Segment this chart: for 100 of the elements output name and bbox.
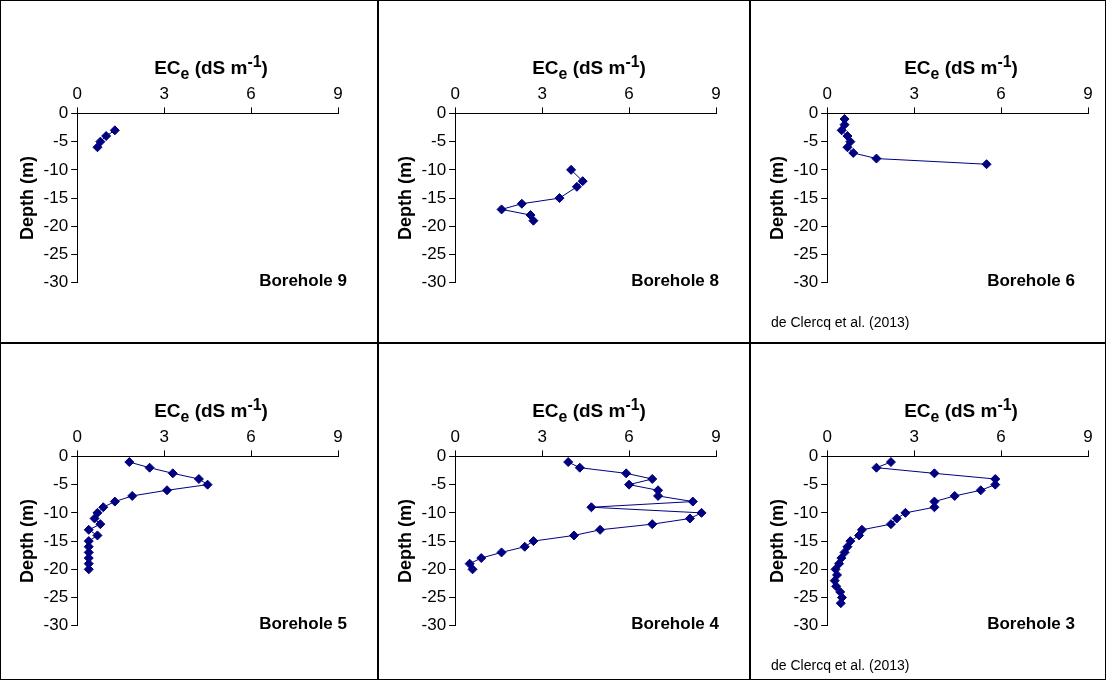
y-axis-title: Depth (m) bbox=[394, 156, 415, 241]
point bbox=[496, 204, 507, 215]
point bbox=[528, 536, 539, 547]
x-axis-title: EC$_{e}$ (dS m$^{-1}$) bbox=[531, 396, 647, 427]
y-tick-label: -25 bbox=[43, 244, 69, 264]
point bbox=[885, 519, 896, 530]
y-tick-label: -10 bbox=[793, 502, 819, 522]
point bbox=[848, 147, 859, 158]
x-tick-label: 0 bbox=[72, 426, 82, 446]
y-tick-label: -15 bbox=[421, 187, 447, 207]
point bbox=[595, 524, 606, 535]
point bbox=[871, 462, 882, 473]
point bbox=[574, 462, 585, 473]
text: de Clercq et al. (2013) bbox=[771, 657, 910, 673]
point bbox=[98, 502, 109, 513]
point bbox=[586, 502, 597, 513]
point bbox=[193, 473, 204, 484]
y-tick-label: -30 bbox=[43, 615, 69, 635]
y-tick-label: -5 bbox=[431, 474, 447, 494]
y-axis-title: Depth (m) bbox=[16, 156, 37, 241]
x-tick-label: 6 bbox=[246, 426, 256, 446]
point bbox=[624, 479, 635, 490]
y-tick-label: -5 bbox=[803, 131, 819, 151]
y-tick-label: -5 bbox=[803, 474, 819, 494]
y-tick-label: -15 bbox=[793, 187, 819, 207]
point bbox=[839, 547, 850, 558]
y-tick-label: -20 bbox=[43, 559, 69, 579]
annotation: Borehole 3 bbox=[987, 614, 1075, 634]
y-tick-label: -25 bbox=[43, 587, 69, 607]
x-tick-label: 9 bbox=[1083, 426, 1093, 446]
y-tick-label: -30 bbox=[421, 615, 447, 635]
point bbox=[647, 473, 658, 484]
annotation: Borehole 6 bbox=[987, 271, 1075, 291]
x-tick-label: 3 bbox=[537, 426, 547, 446]
point bbox=[696, 507, 707, 518]
point bbox=[83, 524, 94, 535]
x-tick-label: 3 bbox=[537, 83, 547, 103]
y-tick-label: -10 bbox=[43, 502, 69, 522]
point bbox=[202, 479, 213, 490]
x-tick-label: 9 bbox=[333, 83, 343, 103]
x-axis-title: EC$_{e}$ (dS m$^{-1}$) bbox=[531, 53, 647, 84]
point bbox=[496, 547, 507, 558]
point bbox=[929, 468, 940, 479]
y-tick-label: -25 bbox=[421, 587, 447, 607]
point bbox=[516, 198, 527, 209]
y-tick-label: -10 bbox=[793, 159, 819, 179]
point bbox=[949, 490, 960, 501]
y-tick-label: -30 bbox=[793, 615, 819, 635]
point bbox=[92, 530, 103, 541]
x-tick-label: 6 bbox=[996, 83, 1006, 103]
x-axis-title: EC$_{e}$ (dS m$^{-1}$) bbox=[153, 396, 269, 427]
annotation: Borehole 4 bbox=[631, 614, 719, 634]
point bbox=[109, 125, 120, 136]
y-tick-label: -10 bbox=[421, 159, 447, 179]
x-tick-label: 3 bbox=[159, 426, 169, 446]
point bbox=[842, 541, 853, 552]
point bbox=[854, 530, 865, 541]
y-tick-label: -25 bbox=[421, 244, 447, 264]
point bbox=[975, 485, 986, 496]
y-tick-label: -10 bbox=[43, 159, 69, 179]
y-tick-label: -15 bbox=[421, 530, 447, 550]
x-tick-label: 6 bbox=[624, 83, 634, 103]
x-tick-label: 6 bbox=[246, 83, 256, 103]
point bbox=[95, 136, 106, 147]
x-tick-label: 9 bbox=[711, 83, 721, 103]
y-axis-title: Depth (m) bbox=[394, 499, 415, 584]
y-tick-label: 0 bbox=[436, 103, 447, 123]
x-tick-label: 0 bbox=[450, 426, 460, 446]
point bbox=[95, 519, 106, 530]
point bbox=[167, 468, 178, 479]
y-tick-label: 0 bbox=[436, 446, 447, 466]
point bbox=[162, 485, 173, 496]
point bbox=[834, 558, 845, 569]
point bbox=[831, 581, 842, 592]
y-tick-label: -15 bbox=[43, 187, 69, 207]
y-tick-label: -20 bbox=[43, 216, 69, 236]
point bbox=[568, 530, 579, 541]
point bbox=[101, 130, 112, 141]
point bbox=[900, 507, 911, 518]
point bbox=[845, 136, 856, 147]
point bbox=[891, 513, 902, 524]
y-tick-label: -5 bbox=[53, 131, 69, 151]
point bbox=[885, 457, 896, 468]
x-tick-label: 3 bbox=[909, 426, 919, 446]
x-axis-title: EC$_{e}$ (dS m$^{-1}$) bbox=[903, 396, 1019, 427]
point bbox=[127, 490, 138, 501]
y-tick-label: -25 bbox=[793, 244, 819, 264]
y-tick-label: -5 bbox=[431, 131, 447, 151]
y-tick-label: -25 bbox=[793, 587, 819, 607]
point bbox=[464, 558, 475, 569]
x-tick-label: 3 bbox=[909, 83, 919, 103]
y-tick-label: 0 bbox=[58, 103, 69, 123]
point bbox=[577, 176, 588, 187]
point bbox=[89, 513, 100, 524]
y-tick-label: 0 bbox=[808, 446, 819, 466]
point bbox=[476, 553, 487, 564]
point bbox=[144, 462, 155, 473]
x-tick-label: 9 bbox=[711, 426, 721, 446]
y-tick-label: 0 bbox=[808, 103, 819, 123]
x-tick-label: 3 bbox=[159, 83, 169, 103]
